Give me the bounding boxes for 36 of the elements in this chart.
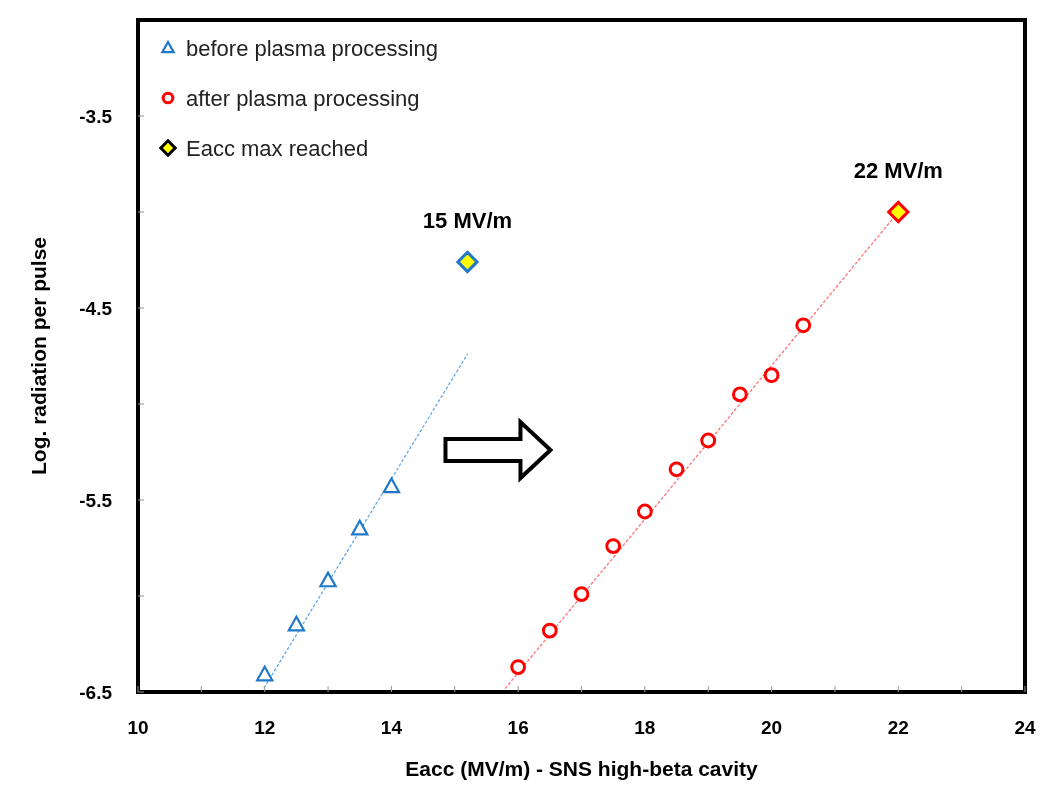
legend-label: before plasma processing [186,35,438,61]
point [731,386,748,403]
point [636,503,653,520]
point [510,659,527,675]
x-tick-label: 16 [507,717,529,738]
point [287,615,306,632]
annotation: 15 MV/m [422,207,513,233]
x-axis-title: Eacc (MV/m) - SNS high-beta cavity [405,757,759,780]
point [763,367,780,384]
point [887,200,910,224]
point [541,622,558,639]
legend-label: Eacc max reached [186,135,369,161]
point [573,586,590,602]
y-tick-label: -3.5 [79,105,113,127]
annotation: 22 MV/m [853,158,943,183]
x-tick-label: 20 [761,717,783,738]
legend-label: after plasma processing [186,85,420,111]
point [668,461,685,478]
y-axis-title: Log. radiation per pulse [27,236,50,476]
point [795,317,812,334]
x-tick-label: 24 [1014,717,1036,738]
y-tick-label: -6.5 [79,681,113,703]
point [456,250,479,274]
y-tick-label: -5.5 [79,489,113,511]
x-tick-label: 10 [127,717,149,738]
x-tick-label: 18 [634,717,656,738]
point [605,538,622,554]
point [256,665,274,682]
point [351,519,369,536]
x-tick-label: 22 [887,717,909,738]
x-tick-label: 12 [254,717,276,738]
y-tick-label: -4.5 [79,297,113,319]
point [700,432,717,449]
point [319,571,337,588]
point [382,477,401,494]
x-tick-label: 14 [380,717,403,738]
